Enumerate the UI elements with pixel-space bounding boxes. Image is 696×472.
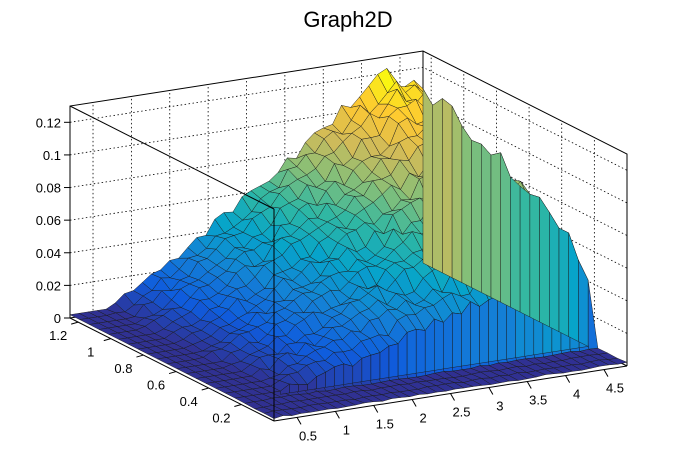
z-axis: 0 0.02 0.04 0.06 0.08 0.1 0.12 [36, 106, 71, 326]
x-tick [526, 381, 532, 389]
front-frame [69, 105, 275, 421]
x-tick [411, 399, 417, 407]
surface-side-cell [529, 193, 540, 323]
y-tick-label: 0.2 [212, 411, 230, 426]
y-tick-label: 1.2 [49, 328, 67, 343]
surface-curtain-cell [443, 312, 453, 370]
x-tick [373, 405, 379, 413]
z-tick-label: 0.04 [36, 246, 61, 261]
surface-curtain-cell [406, 329, 417, 375]
x-tick-label: 4 [573, 387, 580, 402]
y-tick [103, 338, 111, 342]
z-tick-label: 0.1 [43, 148, 61, 163]
y-tick-label: 0.6 [147, 378, 165, 393]
surface-curtain-cell [388, 343, 399, 378]
x-tick [488, 387, 494, 395]
surface-curtain-cell [370, 352, 381, 381]
surface-side-cell [519, 185, 531, 318]
surface-curtain-cell [289, 383, 299, 394]
y-tick [71, 321, 79, 325]
surface-side-cell [539, 197, 550, 328]
surface-side-cell [510, 176, 521, 313]
surface-side-cell [568, 232, 579, 342]
top-left-edge [69, 105, 275, 210]
x-tick-label: 0.5 [299, 428, 317, 443]
surface-side-cell [578, 259, 589, 347]
surface-curtain-cell [479, 299, 489, 364]
x-tick-label: 1 [343, 422, 350, 437]
surface-curtain-cell [361, 354, 372, 382]
surface-curtain-cell [343, 363, 354, 385]
surface-curtain-cell [452, 312, 462, 368]
z-tick-label: 0 [54, 311, 61, 326]
x-tick [450, 393, 455, 401]
surface-mesh [69, 68, 628, 419]
surface-curtain-cell [298, 384, 308, 392]
surface-curtain-cell [497, 295, 507, 361]
x-tick [334, 411, 340, 419]
z-tick-label: 0.06 [36, 213, 61, 228]
surface-side-cell [432, 98, 443, 274]
x-tick [603, 369, 609, 377]
surface-side-cell [549, 211, 560, 332]
z-tick-label: 0.12 [36, 115, 61, 130]
x-tick-label: 2 [419, 411, 426, 426]
x-axis: 0.5 1 1.5 2 2.5 3 3.5 4 4.5 [273, 365, 628, 443]
x-tick-label: 2.5 [452, 405, 470, 420]
surface-side-cell [500, 152, 511, 308]
x-tick-label: 4.5 [606, 381, 624, 396]
surface-side-cell [461, 125, 472, 288]
surface-curtain-cell [488, 295, 498, 363]
y-tick [168, 371, 177, 375]
surface-side-cell [558, 227, 569, 337]
x-tick-label: 3.5 [529, 393, 547, 408]
x-tick-label: 3 [496, 399, 503, 414]
surface-curtain-cell [415, 329, 426, 374]
z-tick-label: 0.02 [36, 278, 61, 293]
surface-side-cell [442, 98, 453, 278]
surface-side-cell [451, 105, 463, 283]
surface-curtain-cell [434, 318, 444, 371]
y-tick-label: 0.4 [180, 394, 198, 409]
x-tick-label: 1.5 [376, 417, 394, 432]
z-tick-label: 0.08 [36, 181, 61, 196]
y-tick-label: 0.8 [114, 361, 132, 376]
y-tick-label: 1 [87, 345, 94, 360]
surface-cell [607, 357, 628, 365]
surface-curtain-cell [334, 363, 345, 387]
surface-side-cell [481, 143, 492, 298]
z-grid-line [69, 66, 628, 171]
x-tick [296, 417, 302, 425]
y-tick [136, 354, 144, 358]
surface-side-cell [471, 140, 482, 293]
surface-curtain-cell [470, 301, 480, 365]
y-axis-line [69, 317, 275, 422]
y-tick [234, 404, 242, 408]
y-tick [201, 387, 209, 391]
x-tick [565, 375, 571, 383]
surface-side-cell [490, 152, 501, 303]
surface-side-cell [422, 88, 433, 269]
chart-title: Graph2D [303, 7, 392, 32]
y-axis: 0.2 0.4 0.6 0.8 1 1.2 [49, 317, 275, 426]
